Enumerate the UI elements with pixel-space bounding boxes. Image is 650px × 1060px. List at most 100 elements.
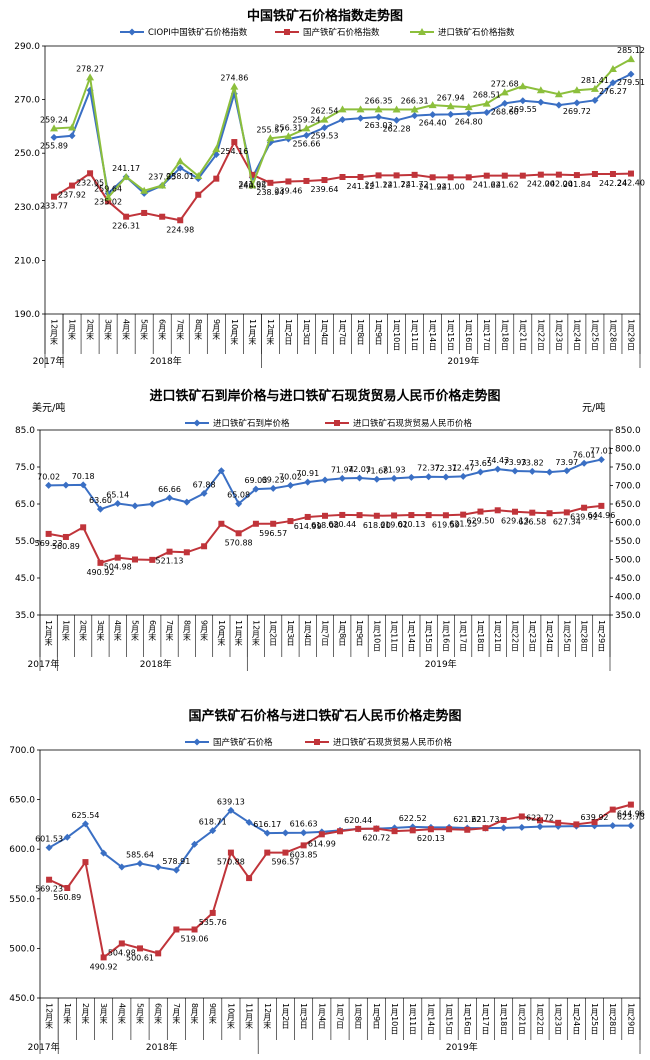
data-label: 620.13	[397, 520, 425, 529]
data-label: 255.57	[256, 125, 284, 134]
x-tick-label: 1月28日	[580, 620, 589, 652]
y-tick-label: 650.0	[9, 796, 35, 806]
data-label: 625.54	[71, 811, 99, 820]
series-2-point	[140, 186, 149, 194]
x-tick-label: 1月9日	[374, 319, 383, 346]
series-1-point	[246, 875, 253, 882]
x-tick-label: 1月4日	[303, 620, 312, 647]
series-1-point	[427, 826, 434, 833]
x-tick-label: 1月17日	[459, 620, 468, 652]
series-2-point	[482, 99, 491, 107]
series-1-point	[69, 182, 76, 189]
series-1-point	[45, 530, 52, 537]
series-1-point	[213, 175, 220, 182]
data-label: 603.85	[290, 850, 318, 859]
data-label: 269.72	[563, 107, 591, 116]
series-1-point	[337, 828, 343, 835]
x-tick-label: 1月10日	[392, 319, 401, 351]
data-label: 241.92	[419, 182, 447, 191]
data-label: 70.02	[279, 472, 302, 481]
x-tick-label: 2月末	[81, 1003, 90, 1025]
series-0-point	[546, 468, 554, 476]
series-0-point	[627, 822, 635, 830]
data-label: 621.22	[453, 815, 481, 824]
x-tick-label: 1月11日	[410, 319, 419, 351]
plot-area	[44, 45, 641, 315]
data-label: 262.54	[310, 107, 338, 116]
series-1-point	[573, 821, 580, 828]
chart-domestic-vs-import: 国产铁矿石价格与进口铁矿石人民币价格走势图 450.0 500.0 550.0 600.…	[9, 708, 645, 1054]
data-label: 242.40	[617, 179, 645, 188]
x-tick-label: 1月11日	[408, 1003, 417, 1035]
series-1-point	[321, 177, 328, 183]
x-tick-label: 1月18日	[500, 319, 509, 351]
series-0-point	[320, 124, 328, 132]
series-0-point	[339, 116, 346, 124]
plot-area	[39, 749, 641, 999]
series-2-point	[392, 105, 401, 113]
series-0-point	[501, 99, 509, 107]
series-1-point	[425, 512, 432, 519]
series-1-point	[408, 512, 415, 519]
series-0-point	[609, 79, 617, 87]
series-1-point	[267, 179, 274, 186]
x-tick-label: 1月3日	[302, 319, 311, 346]
data-label: 259.24	[292, 115, 320, 124]
data-label: 65.08	[227, 491, 250, 500]
series-1-point	[166, 548, 173, 555]
x-tick-label: 12月末	[45, 1003, 54, 1030]
legend-marker-1	[284, 29, 290, 35]
data-label: 535.76	[199, 918, 227, 927]
series-2-point	[320, 115, 329, 123]
x-tick-label: 3月末	[104, 319, 113, 341]
series-0-point	[494, 465, 502, 473]
x-tick-label: 1月末	[68, 319, 77, 341]
data-label: 259.53	[310, 132, 338, 141]
x-tick-label: 1月25日	[590, 1003, 599, 1035]
x-tick-label: 9月末	[208, 1003, 217, 1025]
series-1-point	[512, 508, 518, 515]
series-0-point	[209, 827, 217, 835]
y2-tick-label: 650.0	[615, 500, 641, 510]
series-2-point	[428, 101, 437, 109]
y-tick-label: 65.0	[15, 500, 35, 510]
data-label: 70.02	[37, 472, 60, 481]
data-label: 281.41	[581, 76, 609, 85]
x-tick-label: 1月2日	[269, 620, 278, 647]
series-0-point	[536, 823, 544, 831]
series-1-point	[447, 174, 454, 181]
series-2-point	[302, 124, 311, 132]
series-0-point	[269, 484, 277, 492]
series-1-point	[231, 139, 238, 146]
x-tick-label: 1月28日	[608, 1003, 617, 1035]
series-1-point	[177, 217, 184, 224]
x-tick-label: 11月末	[248, 319, 257, 346]
data-label: 276.27	[599, 87, 627, 96]
data-label: 519.06	[181, 934, 209, 943]
series-1-point	[303, 177, 310, 184]
x-tick-label: 12月末	[44, 620, 53, 647]
y-tick-label: 250.0	[14, 149, 40, 159]
series-1-point	[627, 170, 634, 177]
x-tick-label: 1月末	[61, 620, 70, 642]
series-2-point	[266, 134, 275, 142]
data-label: 262.28	[383, 124, 411, 133]
series-1-point	[100, 954, 107, 961]
data-label: 67.88	[193, 480, 216, 489]
series-1-point	[282, 849, 289, 856]
x-tick-label: 1月25日	[590, 319, 599, 351]
y-tick-label: 55.0	[15, 537, 35, 547]
x-tick-label: 1月14日	[407, 620, 416, 652]
series-1-point	[411, 171, 418, 178]
x-tick-label: 12月末	[266, 319, 275, 346]
data-label: 256.31	[274, 123, 302, 132]
data-label: 73.65	[469, 459, 492, 468]
legend-marker-0	[193, 419, 201, 427]
data-label: 504.98	[108, 948, 136, 957]
data-label: 74.43	[486, 456, 509, 465]
legend-marker-0	[193, 738, 201, 746]
series-1-point	[581, 504, 588, 511]
series-2-point	[356, 105, 365, 113]
series-1-point	[82, 859, 89, 866]
series-1-point	[555, 819, 562, 826]
